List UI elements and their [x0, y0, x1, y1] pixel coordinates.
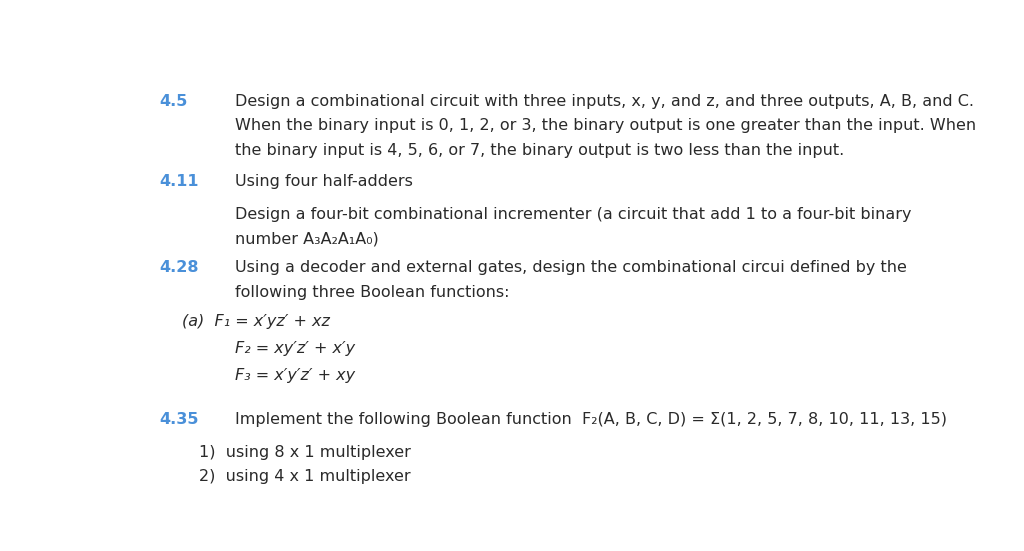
Text: 2)  using 4 x 1 multiplexer: 2) using 4 x 1 multiplexer [200, 469, 411, 484]
Text: F₃ = x′y′z′ + xy: F₃ = x′y′z′ + xy [236, 368, 355, 383]
Text: Using four half-adders: Using four half-adders [236, 174, 413, 190]
Text: the binary input is 4, 5, 6, or 7, the binary output is two less than the input.: the binary input is 4, 5, 6, or 7, the b… [236, 143, 845, 158]
Text: Implement the following Boolean function  F₂(A, B, C, D) = Σ(1, 2, 5, 7, 8, 10, : Implement the following Boolean function… [236, 412, 947, 427]
Text: Design a combinational circuit with three inputs, x, y, and z, and three outputs: Design a combinational circuit with thre… [236, 94, 974, 109]
Text: Using a decoder and external gates, design the combinational circui defined by t: Using a decoder and external gates, desi… [236, 260, 907, 275]
Text: 4.35: 4.35 [160, 412, 200, 427]
Text: following three Boolean functions:: following three Boolean functions: [236, 285, 510, 300]
Text: F₂ = xy′z′ + x′y: F₂ = xy′z′ + x′y [236, 341, 355, 356]
Text: (a)  F₁ = x′yz′ + xz: (a) F₁ = x′yz′ + xz [182, 314, 330, 329]
Text: 1)  using 8 x 1 multiplexer: 1) using 8 x 1 multiplexer [200, 445, 412, 460]
Text: 4.28: 4.28 [160, 260, 200, 275]
Text: 4.11: 4.11 [160, 174, 200, 190]
Text: Design a four-bit combinational incrementer (a circuit that add 1 to a four-bit : Design a four-bit combinational incremen… [236, 207, 911, 222]
Text: 4.5: 4.5 [160, 94, 188, 109]
Text: When the binary input is 0, 1, 2, or 3, the binary output is one greater than th: When the binary input is 0, 1, 2, or 3, … [236, 118, 976, 133]
Text: number A₃A₂A₁A₀): number A₃A₂A₁A₀) [236, 231, 379, 247]
